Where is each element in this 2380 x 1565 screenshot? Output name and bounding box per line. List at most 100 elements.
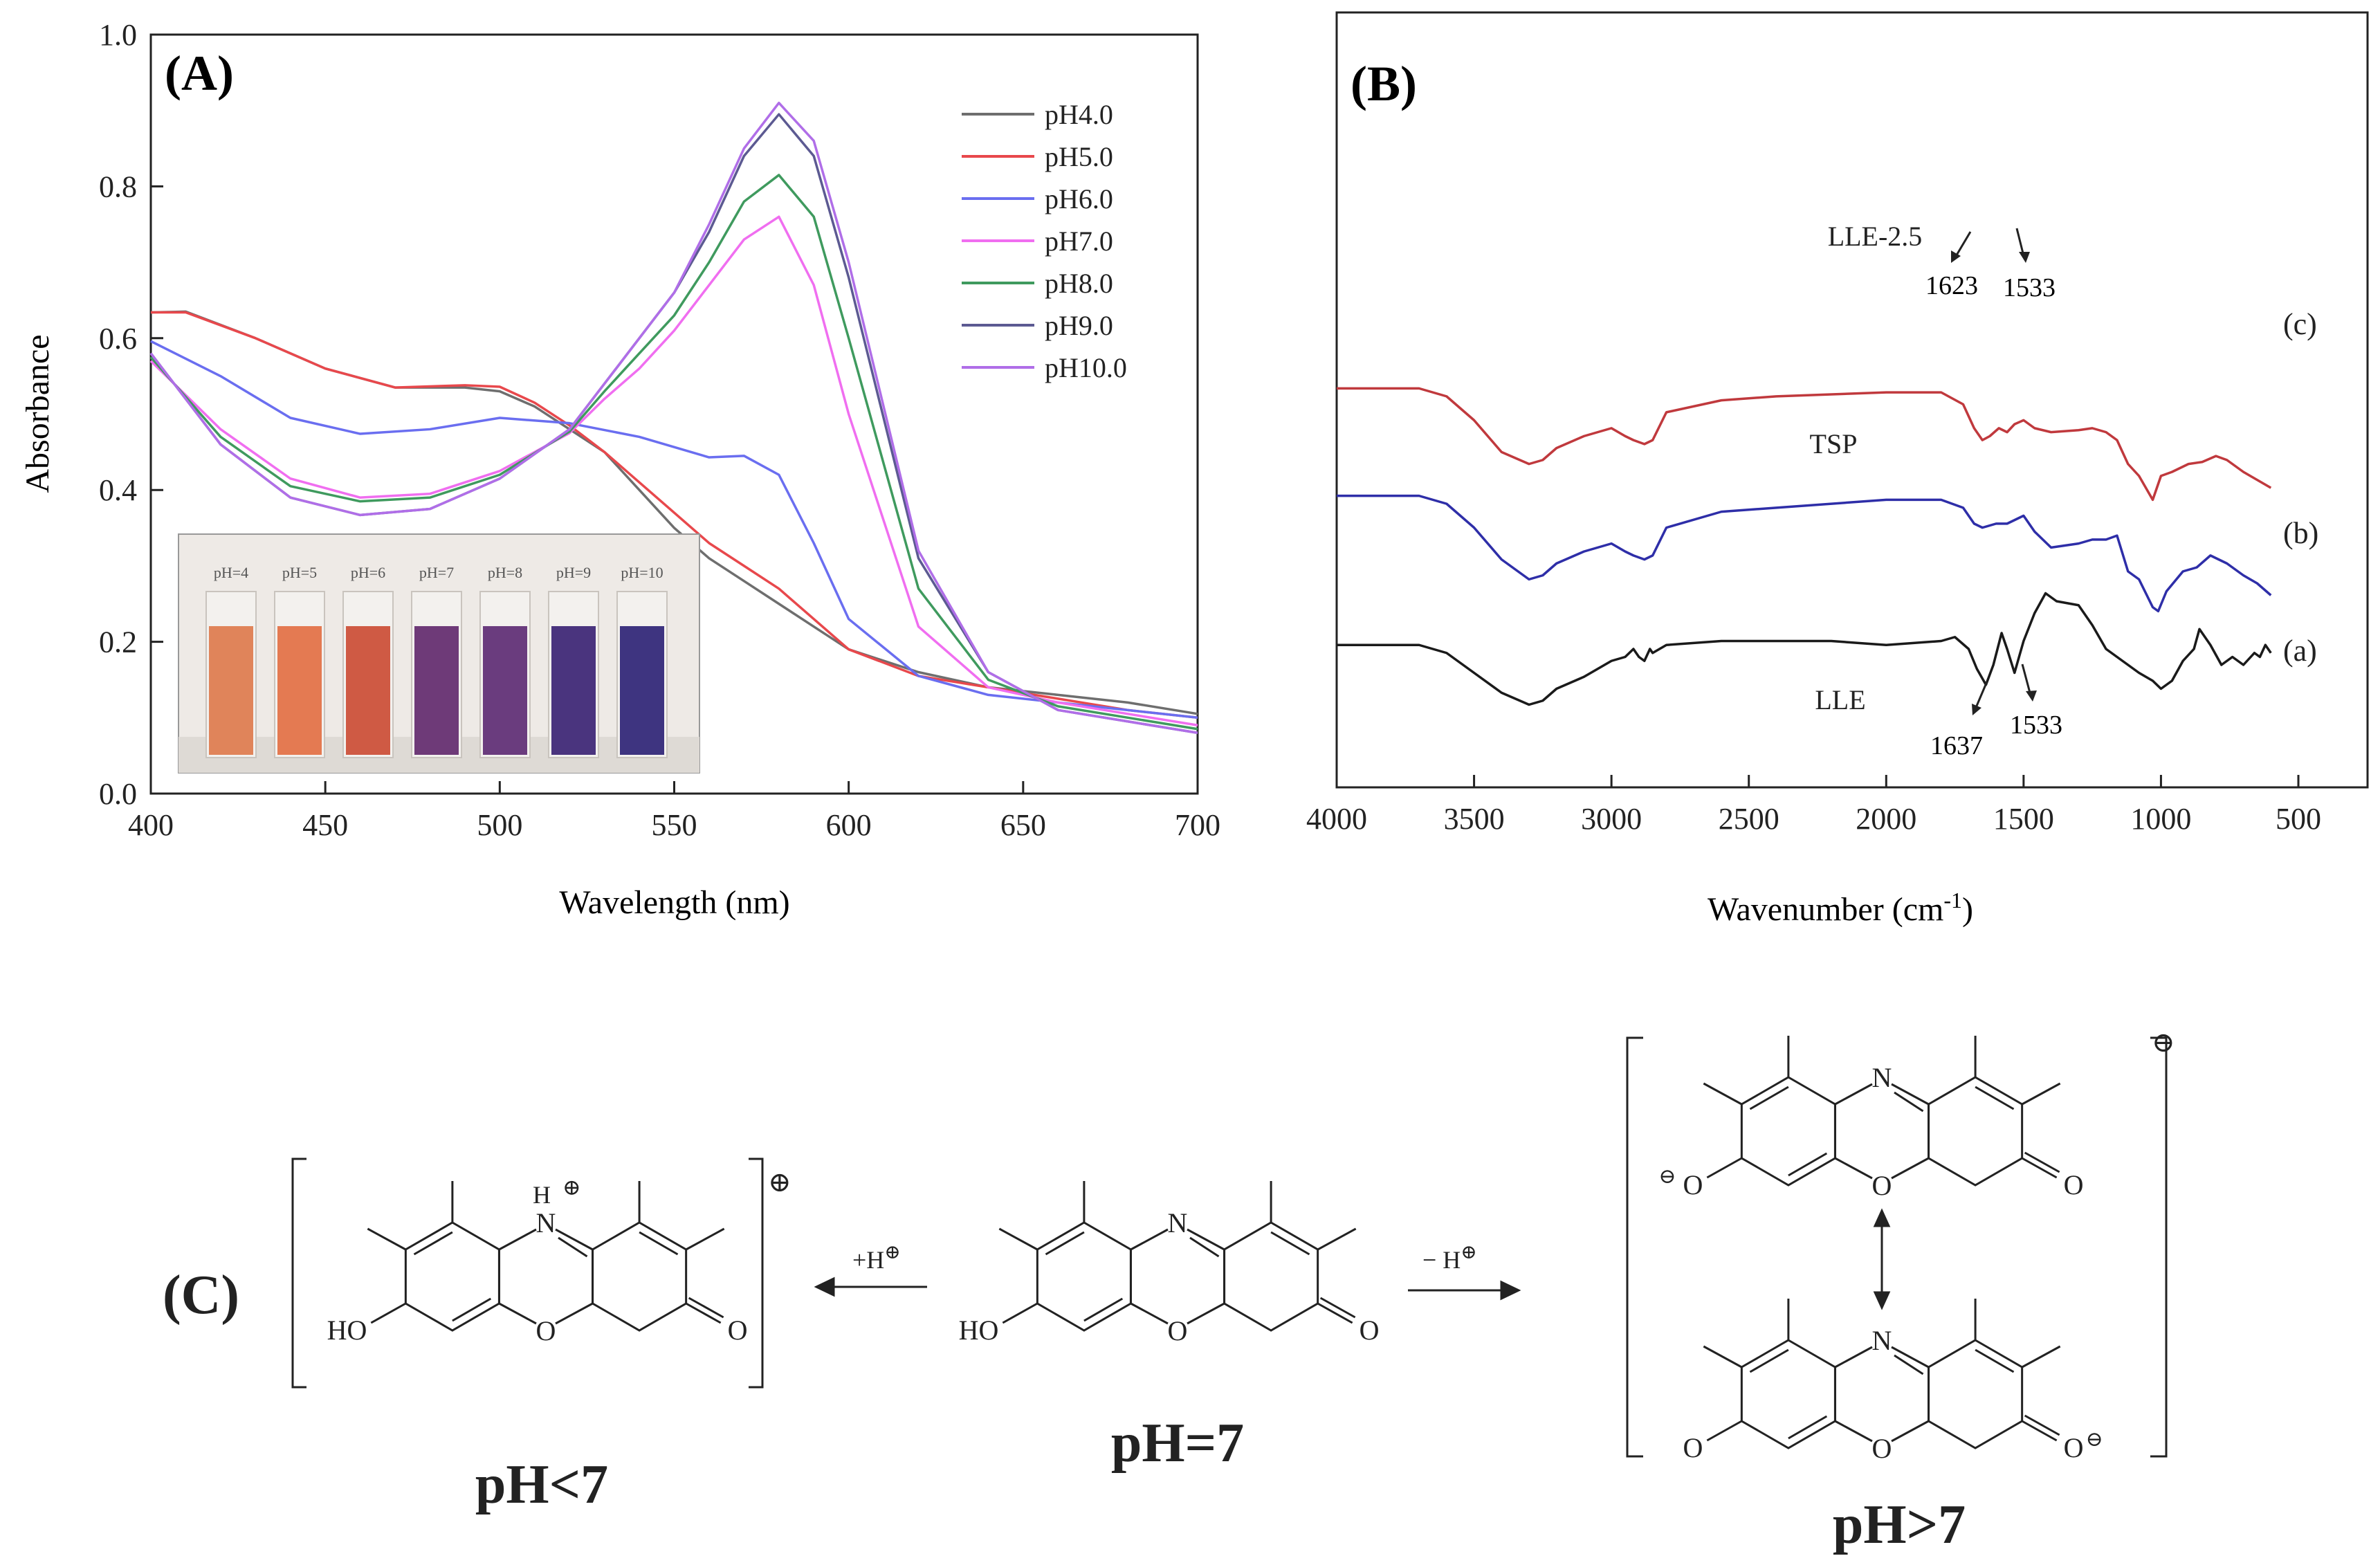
panel-a-legend-label: pH4.0 [1045,99,1113,130]
bond-left-substituent [1002,1302,1038,1324]
inset-cuvette-solution [277,626,322,755]
inset-cuvette-solution [209,626,253,755]
methyl-group [367,1227,407,1251]
arrow-protonation-head [814,1276,835,1297]
panel-a-x-tick-label: 550 [652,808,697,842]
bond-left-substituent [1706,1420,1743,1442]
inset-cuvette-solution [620,626,664,755]
panel-b-chart: (B) 4000 3500 3000 2500 2000 1500 1000 500 (c) L… [1306,11,2369,928]
panel-a-y-tick-label: 0.2 [99,625,137,659]
molecule-anion-form-1: N O O O ⊖ [1658,1036,2084,1201]
panel-b-x-axis-label-end: ) [1962,891,1973,928]
molecule-anion-form-2: NOO O ⊖ [1683,1299,2103,1464]
panel-a-legend: pH4.0 pH5.0 pH6.0 pH7.0 pH8.0 pH9.0 pH10.0 [962,99,1127,383]
panel-a-y-axis-label: Absorbance [19,334,56,493]
bond-right-substituent [685,1297,724,1324]
panel-b-x-tick-label: 4000 [1306,802,1367,836]
inset-cuvette-label: pH=6 [351,564,385,581]
panel-b-x-tick-label: 2000 [1856,802,1916,836]
inset-cuvette-solution [483,626,527,755]
double-bond [1894,1091,1924,1113]
ring-bond [1130,1302,1225,1325]
panel-a-legend-label: pH9.0 [1045,310,1113,341]
molecule-protonated: N O HO O H ⊕ [327,1175,748,1346]
inset-cuvette-label: pH=8 [488,564,522,581]
bond-right-substituent [1317,1297,1356,1324]
ring-bond [1834,1157,1930,1180]
panel-a-series-line-pH5.0 [151,311,1198,720]
annotation-arrow-1533c [2015,228,2025,257]
ring-bond [498,1302,594,1325]
atom-H: H [533,1181,551,1209]
bracket-left-close [749,1157,764,1389]
double-bond [1270,1231,1310,1256]
inset-cuvettes: pH=4 pH=5 pH=6 pH=7 pH=8 pH=9 pH=10 [205,564,668,758]
arrow-deprotonation-head [1500,1280,1521,1301]
panel-a-y-tick-label: 1.0 [99,18,137,52]
panel-b-x-axis-label: Wavenumber (cm-1) [1708,888,1973,928]
panel-a-y-tick-label: 0.6 [99,322,137,356]
arrow-protonation-label: +H⊕ [852,1242,901,1274]
charge-minus: ⊖ [2086,1428,2103,1451]
panel-b-series-line-LLE [1337,592,2272,706]
ring-bond [1223,1221,1319,1332]
methyl-group [1703,1082,1743,1106]
panel-a-series-line-pH10.0 [149,101,1198,734]
atom-N: N [536,1207,556,1238]
atom-N: N [1872,1325,1892,1356]
panel-a-legend-label: pH7.0 [1045,226,1113,257]
ring-bond [1129,1250,1226,1303]
inset-cuvette-solution [414,626,459,755]
panel-a-x-tick-label: 500 [477,808,522,842]
methyl-group [998,1227,1038,1251]
methyl-group [1703,1345,1743,1369]
panel-a-series-line-pH8.0 [149,174,1198,731]
panel-a-x-tick-label: 400 [128,808,174,842]
annotation-1533-a: 1533 [2010,711,2062,740]
inset-cuvette-label: pH=10 [621,564,663,581]
atom-O-ring: O [536,1315,556,1346]
annotation-1533-c: 1533 [2003,273,2056,302]
double-bond [558,1236,588,1258]
panel-a-inset-photo: pH=4 pH=5 pH=6 pH=7 pH=8 pH=9 pH=10 [178,533,700,774]
double-bond [1749,1348,1828,1440]
substituent-right: O [728,1315,748,1346]
atom-O-ring: O [1168,1315,1188,1346]
resonance-arrow-head-up [1873,1208,1891,1227]
bond-right-substituent [2021,1151,2060,1179]
atom-N: N [1168,1207,1188,1238]
panel-c-label: (C) [163,1265,239,1326]
panel-b-series-tag: (c) [2283,307,2317,341]
panel-a-x-tick-label: 700 [1175,808,1220,842]
state-label-basic: pH>7 [1833,1494,1966,1555]
panel-b-annotations: 1623 1533 1637 1533 [1925,228,2062,760]
ring-bond [592,1221,688,1332]
molecule-neutral: N O HO O [959,1181,1380,1346]
double-bond [1975,1348,2015,1373]
ring-bond [1833,1367,1930,1421]
charge-minus: ⊖ [1658,1165,1676,1188]
inset-cuvette-label: pH=9 [556,564,591,581]
panel-a-legend-label: pH8.0 [1045,268,1113,299]
panel-a-y-tick-label: 0.0 [99,777,137,811]
arrow-deprotonation-label: − H⊕ [1422,1242,1477,1274]
panel-a-x-tick-label: 650 [1000,808,1046,842]
panel-a-series-line-pH7.0 [149,215,1198,726]
annotation-arrow-1533a [2021,663,2032,696]
panel-a-legend-label: pH6.0 [1045,183,1113,214]
panel-b-plot-frame [1335,11,2369,789]
double-bond [413,1231,492,1322]
charge-left-bracket: ⊕ [768,1166,791,1198]
substituent-right: O [2064,1169,2084,1200]
methyl-group [2021,1082,2061,1106]
panel-a-axis-ticks: 400 450 500 550 600 650 700 0.0 0.2 0.4 0.6 0.8 1.0 [99,18,1220,842]
methyl-group [685,1227,725,1251]
atom-O-ring: O [1872,1433,1892,1464]
bracket-right-close [2150,1036,2168,1458]
bond-right-substituent [2021,1414,2060,1442]
panel-b-series-tag: (b) [2283,516,2318,550]
panel-b-series-tag: (a) [2283,634,2317,668]
state-label-neutral: pH=7 [1111,1413,1244,1474]
